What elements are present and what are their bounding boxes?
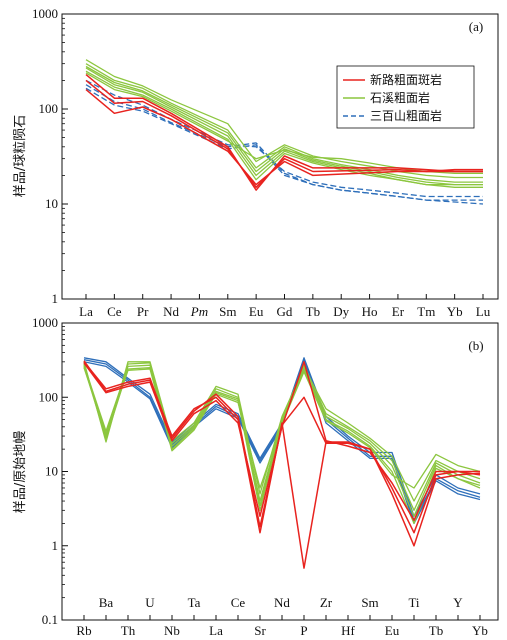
panel-b-yticks: 0.1 1 10 100 1000 bbox=[32, 315, 68, 627]
panel-b-label: (b) bbox=[468, 338, 483, 353]
y-tick-label: 100 bbox=[39, 101, 59, 116]
x-tick-label: Sr bbox=[254, 623, 266, 638]
x-tick-label: Ba bbox=[99, 595, 114, 610]
x-tick-label: Nd bbox=[274, 595, 290, 610]
x-tick-label: Ce bbox=[107, 304, 122, 319]
series-line-green bbox=[85, 65, 483, 186]
x-tick-label: Pr bbox=[137, 304, 149, 319]
series-line-blue bbox=[85, 87, 484, 205]
y-tick-label: 0.1 bbox=[42, 612, 58, 627]
x-tick-label: Tm bbox=[417, 304, 435, 319]
y-tick-label: 1000 bbox=[32, 6, 58, 21]
legend-label-blue: 三百山粗面岩 bbox=[370, 108, 442, 123]
panel-a-label: (a) bbox=[469, 19, 483, 34]
y-tick-label: 1000 bbox=[32, 315, 58, 330]
x-tick-label: Nb bbox=[164, 623, 180, 638]
legend-label-red: 新路粗面斑岩 bbox=[370, 72, 442, 87]
panel-a-xticks: La Ce Pr Nd Pm Sm Eu Gd Tb Dy Ho Er Tm Yb Lu bbox=[79, 294, 491, 319]
panel-a-frame bbox=[61, 13, 499, 300]
x-tick-label: Ti bbox=[408, 595, 419, 610]
series-line-green bbox=[83, 364, 481, 517]
x-tick-label: Tb bbox=[429, 623, 443, 638]
x-tick-label: Sm bbox=[361, 595, 378, 610]
panel-a-ylabel: 样品/球粒陨石 bbox=[13, 115, 28, 197]
x-tick-label: U bbox=[145, 595, 155, 610]
x-tick-label: Hf bbox=[341, 623, 355, 638]
series-line-green bbox=[85, 63, 483, 183]
panel-b-xticks: Rb Ba Th U Nb Ta La Ce Sr Nd P Zr Hf Sm Eu Ti Tb Y Yb bbox=[76, 595, 488, 638]
x-tick-label: Yb bbox=[472, 623, 488, 638]
y-tick-label: 1 bbox=[52, 291, 59, 306]
x-tick-label: Eu bbox=[385, 623, 400, 638]
y-tick-label: 10 bbox=[45, 464, 58, 479]
y-tick-label: 1 bbox=[52, 538, 59, 553]
y-tick-label: 100 bbox=[39, 389, 59, 404]
series-line-red bbox=[83, 361, 481, 522]
panel-b: (b) 样品/原始地幔 0.1 1 10 100 1000 Rb Ba Th U Nb Ta La C… bbox=[13, 315, 499, 638]
legend-label-green: 石溪粗面岩 bbox=[370, 90, 430, 105]
x-tick-label: Pm bbox=[190, 304, 208, 319]
x-tick-label: Eu bbox=[249, 304, 264, 319]
y-tick-label: 10 bbox=[45, 196, 58, 211]
x-tick-label: Yb bbox=[447, 304, 463, 319]
x-tick-label: La bbox=[79, 304, 93, 319]
x-tick-label: Ta bbox=[188, 595, 201, 610]
x-tick-label: P bbox=[300, 623, 307, 638]
x-tick-label: Ce bbox=[231, 595, 246, 610]
legend-box bbox=[336, 65, 475, 129]
panel-a-series bbox=[85, 59, 484, 205]
x-tick-label: Gd bbox=[277, 304, 293, 319]
series-line-green bbox=[85, 59, 483, 179]
legend: 新路粗面斑岩 石溪粗面岩 三百山粗面岩 bbox=[336, 65, 475, 129]
x-tick-label: Dy bbox=[333, 304, 349, 319]
x-tick-label: Nd bbox=[163, 304, 179, 319]
x-tick-label: Zr bbox=[320, 595, 333, 610]
x-tick-label: La bbox=[209, 623, 223, 638]
x-tick-label: Ho bbox=[362, 304, 378, 319]
panel-a: (a) 样品/球粒陨石 1 10 100 1000 La Ce Pr Nd Pm Sm Eu Gd T… bbox=[13, 6, 499, 319]
x-tick-label: Sm bbox=[219, 304, 236, 319]
x-tick-label: Th bbox=[121, 623, 136, 638]
series-line-blue bbox=[83, 359, 481, 525]
series-line-blue bbox=[85, 79, 483, 198]
panel-a-yticks: 1 10 100 1000 bbox=[32, 6, 68, 306]
series-line-red bbox=[85, 89, 483, 186]
x-tick-label: Rb bbox=[76, 623, 91, 638]
x-tick-label: Y bbox=[453, 595, 463, 610]
panel-b-series bbox=[83, 357, 481, 569]
series-line-green bbox=[83, 361, 481, 502]
series-line-green bbox=[85, 70, 483, 188]
x-tick-label: Er bbox=[392, 304, 405, 319]
panel-b-ylabel: 样品/原始地幔 bbox=[13, 431, 28, 513]
x-tick-label: Lu bbox=[476, 304, 491, 319]
x-tick-label: Tb bbox=[306, 304, 320, 319]
